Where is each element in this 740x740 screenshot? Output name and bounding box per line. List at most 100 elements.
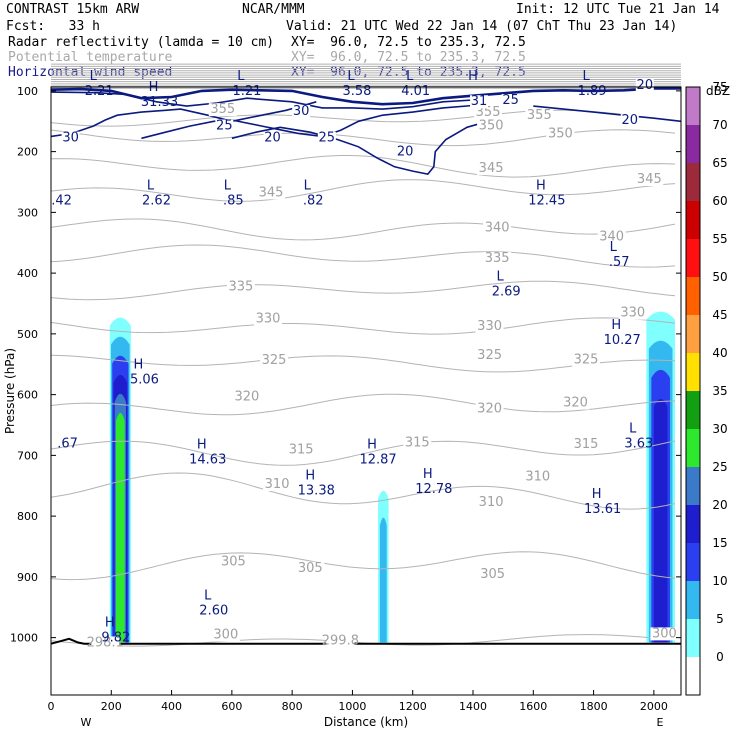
colorbar-level-4: 20	[712, 498, 727, 512]
wind-label-1: 30	[293, 104, 310, 119]
x-axis-label: Distance (km)	[324, 715, 408, 729]
colorbar-level-3: 15	[712, 536, 727, 550]
extremum-value-20: 13.38	[298, 484, 335, 499]
colorbar-level-6: 30	[712, 422, 727, 436]
extremum-value-6: 31.33	[141, 95, 178, 110]
theta-label-33: 299.8	[322, 634, 359, 649]
extremum-marker-9: L	[224, 178, 232, 193]
x-tick-label-5: 1000	[338, 700, 366, 713]
extremum-value-5: 1.89	[578, 84, 607, 99]
endpoint-east: E	[657, 716, 664, 729]
terrain-line	[51, 639, 681, 644]
colorbar-swatch-1	[686, 619, 700, 657]
extremum-value-16: 3.63	[624, 436, 653, 451]
extremum-marker-23: L	[204, 588, 212, 603]
extremum-marker-16: L	[629, 421, 637, 436]
reflectivity-cell-2-level-4	[654, 399, 668, 643]
colorbar-level-13: 65	[712, 156, 727, 170]
theta-label-16: 325	[477, 348, 502, 363]
wind-contour-20-east	[533, 106, 681, 121]
extremum-marker-18: H	[197, 438, 207, 453]
wind-label-0: 20	[637, 78, 654, 93]
extremum-value-13: 2.69	[492, 284, 521, 299]
theta-label-8: 340	[485, 221, 510, 236]
wind-label-6: 20	[397, 145, 414, 160]
extremum-value-22: 13.61	[584, 502, 621, 517]
x-tick-label-0: 0	[48, 700, 55, 713]
extremum-value-2: 3.58	[342, 84, 371, 99]
wind-contour-20	[232, 121, 488, 174]
extremum-value-8: 2.62	[142, 193, 171, 208]
wind-label-8: 25	[502, 93, 519, 108]
y-tick-label-5: 600	[17, 389, 38, 402]
x-tick-label-2: 400	[161, 700, 182, 713]
reflectivity-cell-0-level-6	[116, 413, 125, 643]
colorbar-level-7: 35	[712, 384, 727, 398]
extremum-marker-15: H	[134, 357, 144, 372]
extremum-value-17: .67	[57, 436, 78, 451]
x-tick-label-6: 1200	[399, 700, 427, 713]
colorbar-swatch-0	[686, 657, 700, 695]
colorbar-swatch-7	[686, 391, 700, 429]
plot-frame	[51, 87, 681, 695]
theta-label-28: 305	[298, 561, 323, 576]
y-tick-label-7: 800	[17, 510, 38, 523]
theta-label-24: 310	[265, 477, 290, 492]
y-tick-label-9: 1000	[10, 632, 38, 645]
colorbar: dBZ 0 5 10 15 20 25 30 35 40 45 50 55 60 65 70 75	[686, 80, 730, 695]
theta-label-5: 345	[259, 185, 284, 200]
x-tick-label-10: 2000	[640, 700, 668, 713]
colorbar-swatch-12	[686, 201, 700, 239]
extremum-value-9: .85	[223, 193, 244, 208]
x-tick-label-9: 1800	[580, 700, 608, 713]
extremum-marker-2: L	[347, 69, 355, 84]
extremum-marker-4: H	[468, 69, 478, 84]
reflectivity-cell-1-level-2	[380, 518, 387, 643]
endpoint-west: W	[81, 716, 92, 729]
colorbar-level-8: 40	[712, 346, 727, 360]
theta-label-25: 310	[479, 495, 504, 510]
theta-label-10: 335	[228, 280, 253, 295]
theta-label-12: 330	[256, 312, 281, 327]
extremum-value-21: 12.78	[415, 482, 452, 497]
theta-contour-11	[51, 156, 675, 178]
colorbar-swatch-6	[686, 429, 700, 467]
theta-label-0: 355	[210, 102, 235, 117]
x-tick-label-1: 200	[101, 700, 122, 713]
extremum-value-23: 2.60	[199, 603, 228, 618]
wind-label-3: 30	[62, 131, 79, 146]
theta-contour-6	[51, 318, 675, 334]
extremum-marker-13: L	[497, 269, 505, 284]
colorbar-swatch-10	[686, 277, 700, 315]
theta-label-21: 315	[289, 442, 314, 457]
theta-label-14: 330	[620, 306, 645, 321]
y-tick-label-3: 400	[17, 267, 38, 280]
extremum-value-24: 9.82	[101, 631, 130, 646]
extremum-value-15: 5.06	[130, 372, 159, 387]
colorbar-level-12: 60	[712, 194, 727, 208]
y-axis-label: Pressure (hPa)	[3, 348, 17, 434]
extremum-marker-8: L	[147, 178, 155, 193]
colorbar-swatch-8	[686, 353, 700, 391]
theta-contour-13	[51, 110, 675, 126]
extremum-marker-5: L	[582, 69, 590, 84]
theta-label-11: 335	[485, 251, 510, 266]
extremum-value-12: .57	[609, 255, 630, 270]
colorbar-level-14: 70	[712, 118, 727, 132]
colorbar-level-2: 10	[712, 574, 727, 588]
extremum-marker-21: H	[423, 467, 433, 482]
theta-label-6: 345	[479, 161, 504, 176]
colorbar-level-9: 45	[712, 308, 727, 322]
theta-label-3: 350	[479, 119, 504, 134]
wind-label-9: 20	[621, 113, 638, 128]
extremum-marker-11: H	[536, 178, 546, 193]
theta-label-18: 320	[235, 389, 260, 404]
colorbar-swatch-4	[686, 505, 700, 543]
extremum-marker-14: H	[611, 318, 621, 333]
theta-label-31: 300	[652, 626, 677, 641]
colorbar-level-15: 75	[712, 80, 727, 94]
extremum-marker-3: L	[406, 69, 414, 84]
theta-label-30: 300	[213, 628, 238, 643]
theta-label-20: 320	[563, 396, 588, 411]
extremum-value-14: 10.27	[604, 333, 641, 348]
